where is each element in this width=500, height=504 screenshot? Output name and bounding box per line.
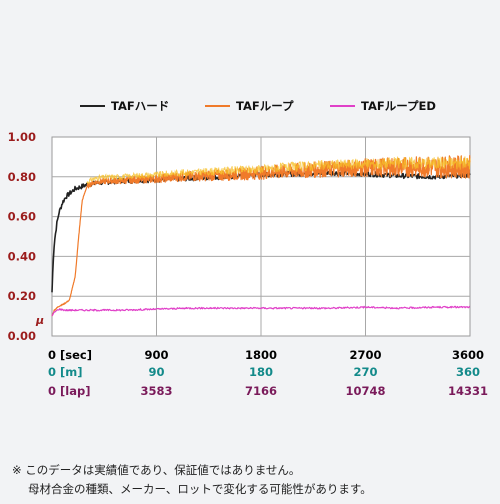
x-tick-label: 90 (148, 365, 164, 379)
legend-label: TAFハード (111, 99, 169, 113)
x-tick-label: 900 (144, 348, 168, 362)
x-tick-label: 1800 (245, 348, 277, 362)
x-tick-label: 180 (249, 365, 273, 379)
x-tick-label: 7166 (245, 384, 277, 398)
x-tick-label: 0 [sec] (48, 348, 92, 362)
y-tick-label: 0.40 (8, 249, 36, 263)
y-tick-label: 0.80 (8, 170, 36, 184)
x-tick-label: 3583 (140, 384, 172, 398)
note-variation: 母材合金の種類、メーカー、ロットで変化する可能性があります。 (28, 482, 372, 496)
x-tick-label: 3600 (452, 348, 484, 362)
series-line-highlight (86, 155, 471, 185)
legend-label: TAFループ (236, 99, 294, 113)
legend-label: TAFループED (361, 99, 436, 113)
x-tick-label: 14331 (448, 384, 488, 398)
note-disclaimer: ※ このデータは実績値であり、保証値ではありません。 (12, 463, 301, 477)
y-tick-label: 0.60 (8, 210, 36, 224)
x-tick-label: 360 (456, 365, 480, 379)
y-tick-label: 0.20 (8, 289, 36, 303)
series-line (51, 305, 471, 317)
x-tick-label: 270 (353, 365, 377, 379)
x-tick-label: 0 [m] (48, 365, 83, 379)
x-tick-label: 2700 (349, 348, 381, 362)
x-tick-label: 0 [lap] (48, 384, 90, 398)
y-axis-label: μ (35, 314, 44, 327)
y-tick-label: 0.00 (8, 329, 36, 343)
y-tick-label: 1.00 (8, 130, 36, 144)
x-tick-label: 10748 (345, 384, 385, 398)
